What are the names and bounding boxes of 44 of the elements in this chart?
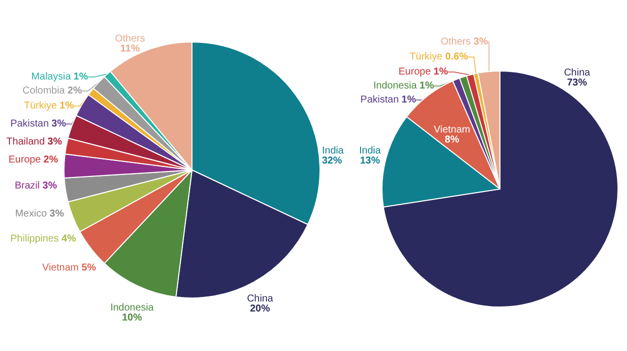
data-label: 1%: [74, 72, 88, 82]
slice-label: Indonesia: [373, 80, 420, 92]
data-label: 1%: [60, 100, 74, 112]
data-label: 4%: [62, 234, 76, 244]
data-label: 3%: [474, 36, 488, 48]
data-label: 1%: [420, 80, 434, 92]
data-label: 0.6%: [445, 52, 468, 62]
data-label: 32%: [322, 156, 342, 166]
data-label: 5%: [82, 262, 96, 274]
data-label: 3%: [48, 136, 62, 148]
data-label: 11%: [120, 44, 140, 54]
data-label: 1%: [402, 94, 416, 106]
slice-label: India: [359, 146, 382, 156]
slice-label: Türkiye: [410, 52, 446, 62]
data-label: 10%: [122, 312, 142, 324]
slice-label: Indonesia: [110, 302, 154, 314]
slice-label: India: [322, 146, 344, 156]
slice-label: Thailand: [6, 136, 48, 148]
data-label: 3%: [42, 180, 58, 192]
data-label: 3%: [52, 118, 66, 130]
slice-label: Vietnam: [434, 124, 470, 136]
slice-label: Philippines: [10, 234, 62, 244]
slice-label: Others: [440, 36, 474, 48]
data-label: 13%: [360, 156, 380, 166]
data-label: 73%: [566, 78, 588, 88]
slice-label: Brazil: [14, 180, 43, 192]
slice-label: China: [564, 68, 590, 78]
slice-label: Vietnam: [42, 262, 82, 274]
data-label: 3%: [50, 208, 64, 220]
slice-label: Pakistan: [360, 94, 402, 106]
slice-label: Europe: [398, 66, 434, 78]
slice-label: Türkiye: [24, 100, 60, 112]
slice-label: Mexico: [15, 208, 50, 220]
slice-label: Pakistan: [10, 118, 52, 130]
data-label: 2%: [44, 154, 58, 166]
slice-label: Europe: [8, 154, 44, 166]
slice-label: Malaysia: [31, 72, 74, 82]
slice-label: China: [246, 294, 274, 304]
data-label: 8%: [444, 134, 460, 146]
slice-label: Colombia: [22, 86, 68, 96]
data-label: 20%: [250, 304, 270, 314]
data-label: 2%: [68, 86, 82, 96]
data-label: 1%: [434, 66, 448, 78]
slice-label: Others: [114, 34, 146, 44]
